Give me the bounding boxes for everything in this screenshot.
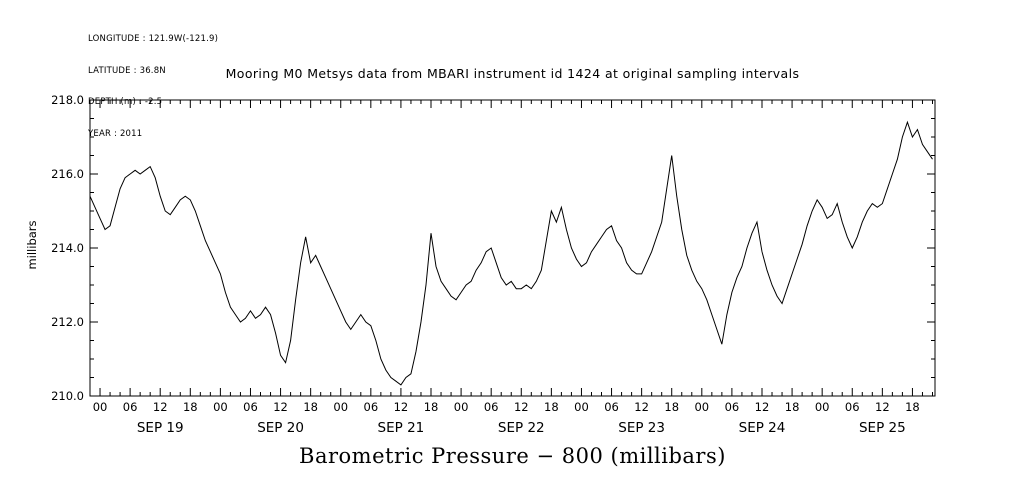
pressure-series-line — [89, 120, 933, 386]
metadata-longitude: LONGITUDE : 121.9W(-121.9) — [88, 34, 219, 44]
svg-text:SEP 22: SEP 22 — [498, 420, 545, 436]
svg-text:12: 12 — [755, 400, 770, 414]
svg-text:214.0: 214.0 — [51, 241, 84, 255]
svg-text:06: 06 — [725, 400, 740, 414]
svg-text:18: 18 — [905, 400, 920, 414]
svg-text:18: 18 — [785, 400, 800, 414]
svg-text:06: 06 — [243, 400, 258, 414]
svg-text:06: 06 — [845, 400, 860, 414]
svg-text:06: 06 — [123, 400, 138, 414]
svg-text:SEP 20: SEP 20 — [257, 420, 304, 436]
x-axis-title: Barometric Pressure − 800 (millibars) — [299, 444, 726, 468]
svg-text:18: 18 — [664, 400, 679, 414]
svg-text:00: 00 — [694, 400, 709, 414]
svg-text:18: 18 — [183, 400, 198, 414]
metadata-block: LONGITUDE : 121.9W(-121.9) LATITUDE : 36… — [88, 13, 218, 160]
svg-text:212.0: 212.0 — [51, 315, 84, 329]
y-axis: 210.0 212.0 214.0 216.0 218.0 — [51, 93, 935, 403]
svg-text:SEP 21: SEP 21 — [378, 420, 425, 436]
svg-text:210.0: 210.0 — [51, 389, 84, 403]
svg-text:00: 00 — [574, 400, 589, 414]
svg-text:00: 00 — [454, 400, 469, 414]
svg-text:18: 18 — [303, 400, 318, 414]
svg-text:SEP 23: SEP 23 — [618, 420, 665, 436]
svg-text:SEP 25: SEP 25 — [859, 420, 906, 436]
svg-text:06: 06 — [484, 400, 499, 414]
metadata-latitude: LATITUDE : 36.8N — [88, 65, 166, 76]
svg-text:218.0: 218.0 — [51, 93, 84, 107]
svg-text:00: 00 — [213, 400, 228, 414]
x-axis-day-labels: SEP 19 SEP 20 SEP 21 SEP 22 SEP 23 SEP 24 SEP … — [137, 420, 906, 436]
svg-text:00: 00 — [815, 400, 830, 414]
svg-text:12: 12 — [394, 400, 409, 414]
svg-text:06: 06 — [364, 400, 379, 414]
svg-text:00: 00 — [333, 400, 348, 414]
metadata-depth: DEPTH (m) : -2.5 — [88, 97, 163, 107]
chart-title: Mooring M0 Metsys data from MBARI instru… — [225, 66, 800, 81]
svg-text:12: 12 — [634, 400, 649, 414]
metadata-year: YEAR : 2011 — [88, 128, 143, 139]
svg-text:SEP 24: SEP 24 — [739, 420, 786, 436]
svg-text:18: 18 — [424, 400, 439, 414]
svg-text:00: 00 — [93, 400, 108, 414]
x-axis: 00 06 12 18 00 06 12 18 00 06 12 18 00 06 12 18 00 06 12 18… — [89, 100, 933, 414]
svg-text:12: 12 — [514, 400, 529, 414]
svg-text:12: 12 — [153, 400, 168, 414]
y-axis-title: millibars — [25, 220, 39, 270]
svg-text:12: 12 — [273, 400, 288, 414]
svg-text:12: 12 — [875, 400, 890, 414]
svg-text:06: 06 — [604, 400, 619, 414]
svg-text:18: 18 — [544, 400, 559, 414]
svg-text:SEP 19: SEP 19 — [137, 420, 184, 436]
svg-text:216.0: 216.0 — [51, 167, 84, 181]
